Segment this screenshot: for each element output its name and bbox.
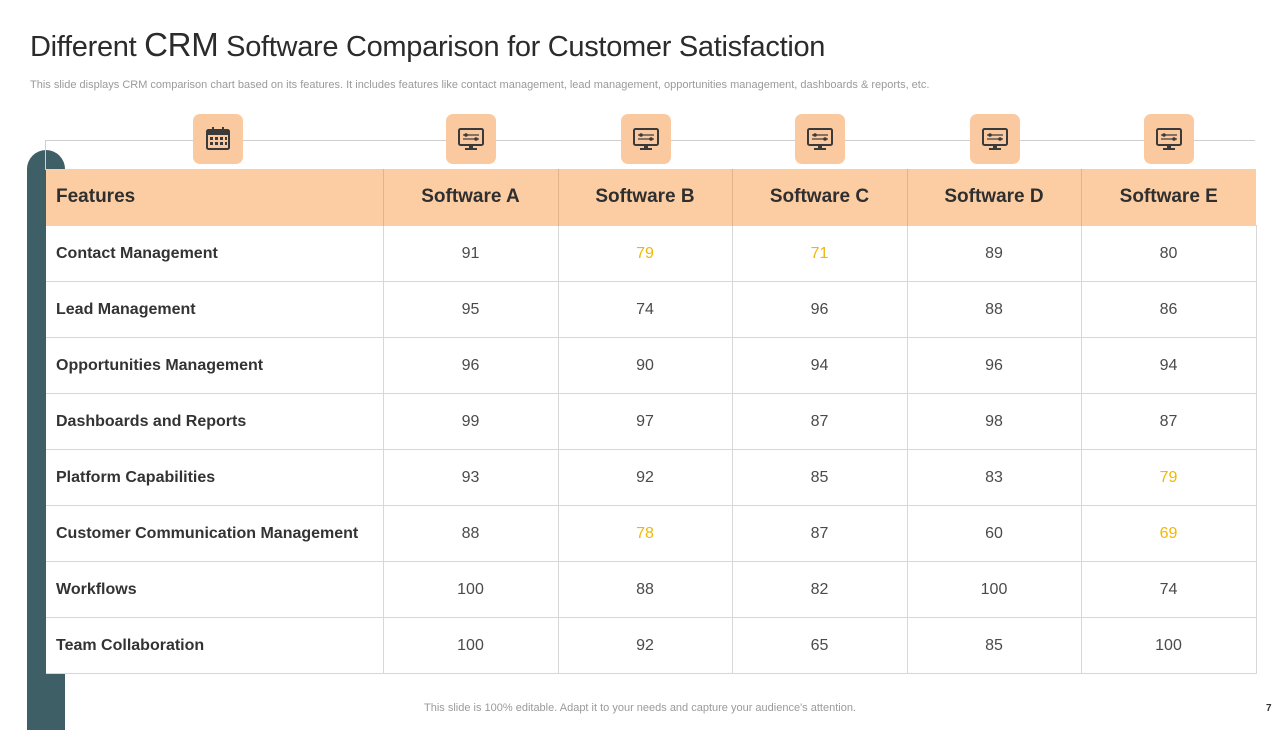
- value-cell: 100: [1080, 617, 1257, 674]
- footer-note: This slide is 100% editable. Adapt it to…: [424, 702, 856, 714]
- value-cell: 79: [1080, 449, 1257, 506]
- value-cell: 80: [1080, 225, 1257, 282]
- value-cell: 91: [382, 225, 559, 282]
- value-cell: 88: [906, 281, 1082, 338]
- value-cell: 96: [731, 281, 908, 338]
- header-software-e: Software E: [1080, 169, 1256, 226]
- slide-title: Different CRM Software Comparison for Cu…: [30, 26, 825, 64]
- feature-cell: Customer Communication Management: [46, 505, 384, 562]
- value-cell: 82: [731, 561, 908, 618]
- value-cell: 92: [557, 449, 733, 506]
- table-row: Lead Management 95 74 96 88 86: [46, 281, 1257, 338]
- monitor-dashboard-icon: [1144, 114, 1194, 164]
- value-cell: 94: [1080, 337, 1257, 394]
- monitor-dashboard-icon: [795, 114, 845, 164]
- value-cell: 95: [382, 281, 559, 338]
- calendar-icon: [193, 114, 243, 164]
- value-cell: 94: [731, 337, 908, 394]
- feature-cell: Team Collaboration: [46, 617, 384, 674]
- feature-cell: Workflows: [46, 561, 384, 618]
- value-cell: 60: [906, 505, 1082, 562]
- feature-cell: Contact Management: [46, 225, 384, 282]
- value-cell: 100: [906, 561, 1082, 618]
- value-cell: 90: [557, 337, 733, 394]
- header-software-c: Software C: [731, 169, 907, 226]
- table-row: Customer Communication Management 88 78 …: [46, 505, 1257, 562]
- page-number: 7: [1266, 703, 1272, 714]
- feature-cell: Opportunities Management: [46, 337, 384, 394]
- value-cell: 100: [382, 617, 559, 674]
- header-features: Features: [46, 169, 383, 226]
- value-cell: 87: [731, 505, 908, 562]
- crm-comparison-table: Features Software A Software B Software …: [46, 169, 1257, 674]
- title-part-2: Software Comparison for Customer Satisfa…: [218, 31, 826, 63]
- value-cell: 83: [906, 449, 1082, 506]
- value-cell: 71: [731, 225, 908, 282]
- slide-subtitle: This slide displays CRM comparison chart…: [30, 79, 930, 91]
- table-row: Team Collaboration 100 92 65 85 100: [46, 617, 1257, 674]
- value-cell: 100: [382, 561, 559, 618]
- header-software-d: Software D: [906, 169, 1081, 226]
- table-row: Workflows 100 88 82 100 74: [46, 561, 1257, 618]
- table-row: Platform Capabilities 93 92 85 83 79: [46, 449, 1257, 506]
- monitor-dashboard-icon: [621, 114, 671, 164]
- value-cell: 79: [557, 225, 733, 282]
- monitor-dashboard-icon: [970, 114, 1020, 164]
- value-cell: 74: [1080, 561, 1257, 618]
- table-header-row: Features Software A Software B Software …: [46, 169, 1256, 226]
- value-cell: 98: [906, 393, 1082, 450]
- header-software-b: Software B: [557, 169, 732, 226]
- value-cell: 69: [1080, 505, 1257, 562]
- value-cell: 89: [906, 225, 1082, 282]
- table-row: Opportunities Management 96 90 94 96 94: [46, 337, 1257, 394]
- value-cell: 86: [1080, 281, 1257, 338]
- table-row: Dashboards and Reports 99 97 87 98 87: [46, 393, 1257, 450]
- value-cell: 65: [731, 617, 908, 674]
- table-row: Contact Management 91 79 71 89 80: [46, 225, 1257, 282]
- title-part-1: Different: [30, 31, 145, 63]
- value-cell: 85: [906, 617, 1082, 674]
- value-cell: 99: [382, 393, 559, 450]
- feature-cell: Dashboards and Reports: [46, 393, 384, 450]
- left-divider-line: [45, 140, 46, 170]
- value-cell: 78: [557, 505, 733, 562]
- value-cell: 74: [557, 281, 733, 338]
- value-cell: 92: [557, 617, 733, 674]
- value-cell: 88: [557, 561, 733, 618]
- title-crm: CRM: [144, 26, 219, 63]
- value-cell: 97: [557, 393, 733, 450]
- value-cell: 87: [1080, 393, 1257, 450]
- value-cell: 93: [382, 449, 559, 506]
- value-cell: 85: [731, 449, 908, 506]
- feature-cell: Platform Capabilities: [46, 449, 384, 506]
- feature-cell: Lead Management: [46, 281, 384, 338]
- value-cell: 88: [382, 505, 559, 562]
- monitor-dashboard-icon: [446, 114, 496, 164]
- value-cell: 87: [731, 393, 908, 450]
- header-software-a: Software A: [382, 169, 558, 226]
- value-cell: 96: [382, 337, 559, 394]
- value-cell: 96: [906, 337, 1082, 394]
